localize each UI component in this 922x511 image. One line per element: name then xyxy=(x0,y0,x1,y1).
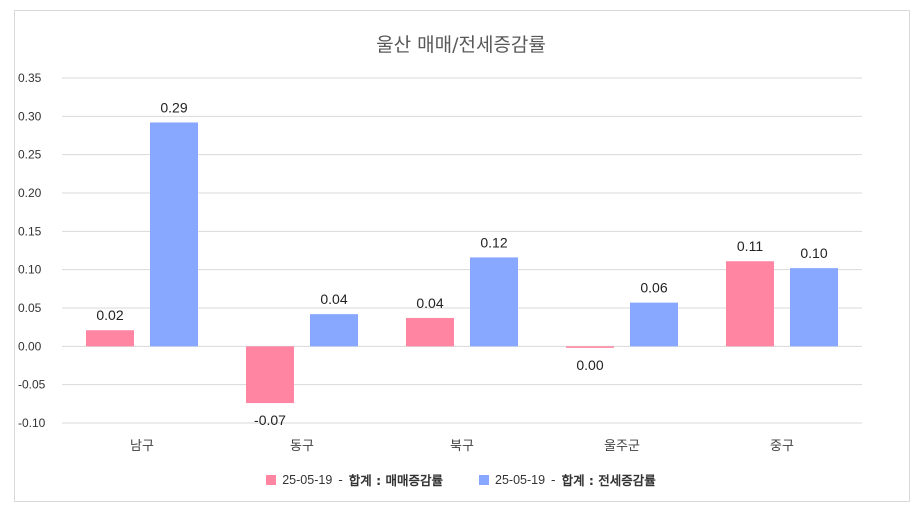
x-category-label: 동구 xyxy=(290,439,314,454)
legend-sep-jeonse: - xyxy=(551,472,556,487)
data-label: 0.04 xyxy=(416,295,443,311)
legend-date-jeonse: 25-05-19 xyxy=(495,472,546,487)
data-label: 0.10 xyxy=(800,245,827,261)
bar xyxy=(790,268,838,347)
legend-swatch-sale xyxy=(266,474,277,485)
legend-label-sale: 합계 : 매매증감률 xyxy=(348,473,443,488)
y-tick-label: 0.15 xyxy=(18,224,42,238)
y-tick-label: 0.05 xyxy=(18,301,42,315)
legend-item-sale: 25-05-19 - 합계 : 매매증감률 xyxy=(266,470,443,489)
bar xyxy=(726,261,774,347)
x-category-label: 중구 xyxy=(770,439,794,454)
bar xyxy=(86,330,134,347)
y-tick-label: 0.30 xyxy=(18,109,42,123)
bar xyxy=(470,257,518,347)
data-label: 0.06 xyxy=(640,280,667,296)
x-category-label: 남구 xyxy=(130,439,154,454)
data-label: -0.07 xyxy=(254,412,286,428)
legend-label-jeonse: 합계 : 전세증감률 xyxy=(561,473,656,488)
y-tick-label: 0.35 xyxy=(18,71,42,85)
data-label: 0.12 xyxy=(480,234,507,250)
y-tick-label: -0.10 xyxy=(18,416,46,430)
legend-item-jeonse: 25-05-19 - 합계 : 전세증감률 xyxy=(479,470,656,489)
y-tick-label: -0.05 xyxy=(18,378,46,392)
bar xyxy=(566,346,614,348)
data-label: 0.11 xyxy=(737,238,763,254)
bar xyxy=(406,317,454,347)
y-tick-label: 0.00 xyxy=(18,339,42,353)
chart-title: 울산 매매/전세증감률 xyxy=(376,34,546,56)
x-category-label: 울주군 xyxy=(604,439,640,454)
bar xyxy=(630,302,678,347)
y-tick-label: 0.20 xyxy=(18,186,42,200)
bar xyxy=(150,122,198,347)
bar xyxy=(310,314,358,347)
y-tick-label: 0.25 xyxy=(18,148,42,162)
bar xyxy=(246,346,294,404)
legend-date-sale: 25-05-19 xyxy=(282,472,333,487)
data-label: 0.29 xyxy=(160,99,187,115)
data-label: 0.04 xyxy=(320,291,347,307)
chart-legend: 25-05-19 - 합계 : 매매증감률 25-05-19 - 합계 : 전세… xyxy=(0,470,922,489)
legend-swatch-jeonse xyxy=(479,474,489,485)
legend-sep-sale: - xyxy=(338,472,343,487)
data-label: 0.00 xyxy=(576,357,603,373)
data-label: 0.02 xyxy=(96,307,123,323)
x-category-label: 북구 xyxy=(450,439,474,454)
y-tick-label: 0.10 xyxy=(18,263,42,277)
